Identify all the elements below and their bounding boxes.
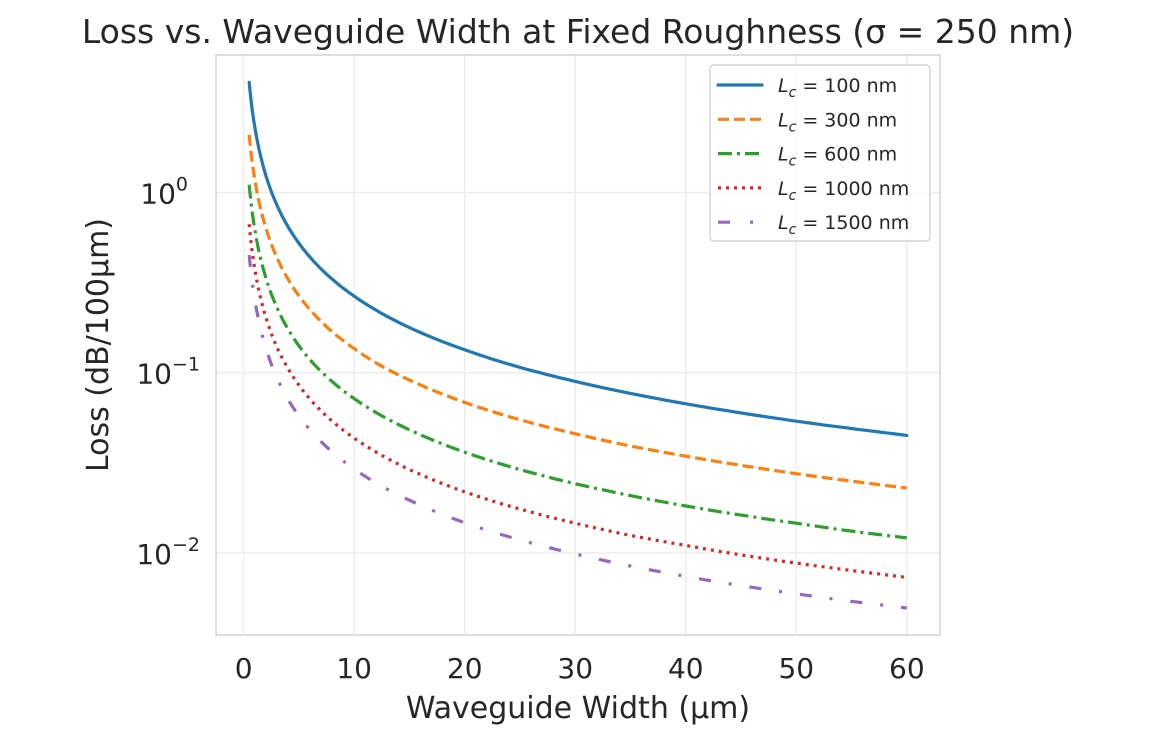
legend-label-0: Lc = 100 nm bbox=[778, 75, 897, 101]
plot-frame bbox=[215, 54, 941, 636]
legend-label-4: Lc = 1500 nm bbox=[778, 212, 909, 238]
legend-label-1: Lc = 300 nm bbox=[778, 109, 897, 135]
x-axis-label: Waveguide Width (μm) bbox=[406, 691, 750, 726]
y-tick-label: 10−2 bbox=[136, 534, 200, 571]
y-tick-label: 10−1 bbox=[136, 354, 200, 391]
x-tick-label: 40 bbox=[668, 652, 704, 685]
y-tick-label: 100 bbox=[140, 174, 188, 211]
x-tick-label: 10 bbox=[336, 652, 372, 685]
x-tick-label: 0 bbox=[235, 652, 253, 685]
legend-box bbox=[709, 64, 931, 242]
series-line-1 bbox=[247, 134, 907, 490]
x-tick-label: 60 bbox=[889, 652, 925, 685]
legend: Lc = 100 nm Lc = 300 nm Lc = 600 nm Lc = 10… bbox=[709, 64, 931, 242]
series-line-4 bbox=[247, 254, 907, 610]
chart-title: Loss vs. Waveguide Width at Fixed Roughn… bbox=[82, 12, 1074, 51]
legend-label-3: Lc = 1000 nm bbox=[778, 178, 909, 204]
x-tick-label: 20 bbox=[447, 652, 483, 685]
y-axis-label: Loss (dB/100μm) bbox=[81, 218, 116, 472]
series-line-0 bbox=[247, 80, 909, 437]
x-tick-label: 50 bbox=[778, 652, 814, 685]
y-axis-ticks: 100 10−1 10−2 bbox=[136, 174, 200, 571]
series-line-2 bbox=[247, 184, 907, 540]
x-tick-label: 30 bbox=[557, 652, 593, 685]
series-line-3 bbox=[247, 224, 908, 579]
series-lines bbox=[247, 80, 909, 610]
x-axis-ticks: 0 10 20 30 40 50 60 bbox=[235, 652, 925, 685]
legend-label-2: Lc = 600 nm bbox=[778, 144, 897, 170]
